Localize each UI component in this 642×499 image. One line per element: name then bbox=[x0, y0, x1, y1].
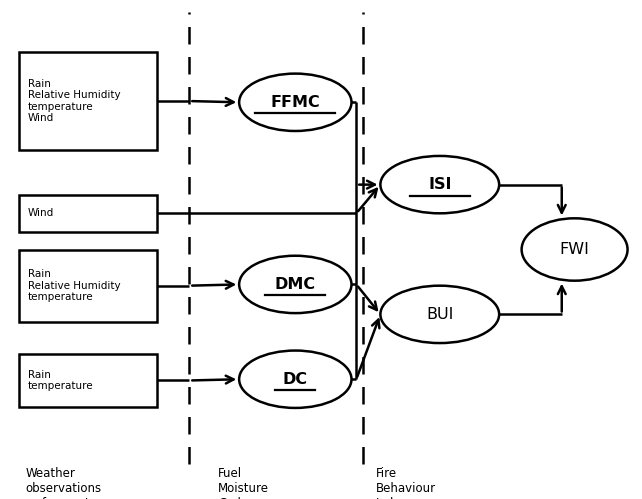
Text: DMC: DMC bbox=[275, 277, 316, 292]
Ellipse shape bbox=[239, 351, 352, 408]
Text: ISI: ISI bbox=[428, 177, 451, 192]
FancyBboxPatch shape bbox=[19, 250, 157, 322]
Ellipse shape bbox=[239, 73, 352, 131]
Text: FFMC: FFMC bbox=[270, 95, 320, 110]
FancyBboxPatch shape bbox=[19, 195, 157, 232]
Text: FWI: FWI bbox=[560, 242, 589, 257]
Text: Fuel
Moisture
Codes: Fuel Moisture Codes bbox=[218, 467, 269, 499]
Text: Rain
Relative Humidity
temperature: Rain Relative Humidity temperature bbox=[28, 269, 120, 302]
Text: Wind: Wind bbox=[28, 208, 54, 219]
Ellipse shape bbox=[380, 285, 499, 343]
Ellipse shape bbox=[380, 156, 499, 214]
Text: BUI: BUI bbox=[426, 307, 453, 322]
FancyBboxPatch shape bbox=[19, 354, 157, 407]
Text: Fire
Behaviour
Indexes: Fire Behaviour Indexes bbox=[376, 467, 436, 499]
Text: DC: DC bbox=[282, 372, 308, 387]
Ellipse shape bbox=[239, 256, 352, 313]
Text: Rain
Relative Humidity
temperature
Wind: Rain Relative Humidity temperature Wind bbox=[28, 79, 120, 123]
Text: Rain
temperature: Rain temperature bbox=[28, 370, 93, 391]
Text: Weather
observations
or forecasts: Weather observations or forecasts bbox=[26, 467, 102, 499]
FancyBboxPatch shape bbox=[19, 52, 157, 150]
Ellipse shape bbox=[521, 219, 628, 280]
